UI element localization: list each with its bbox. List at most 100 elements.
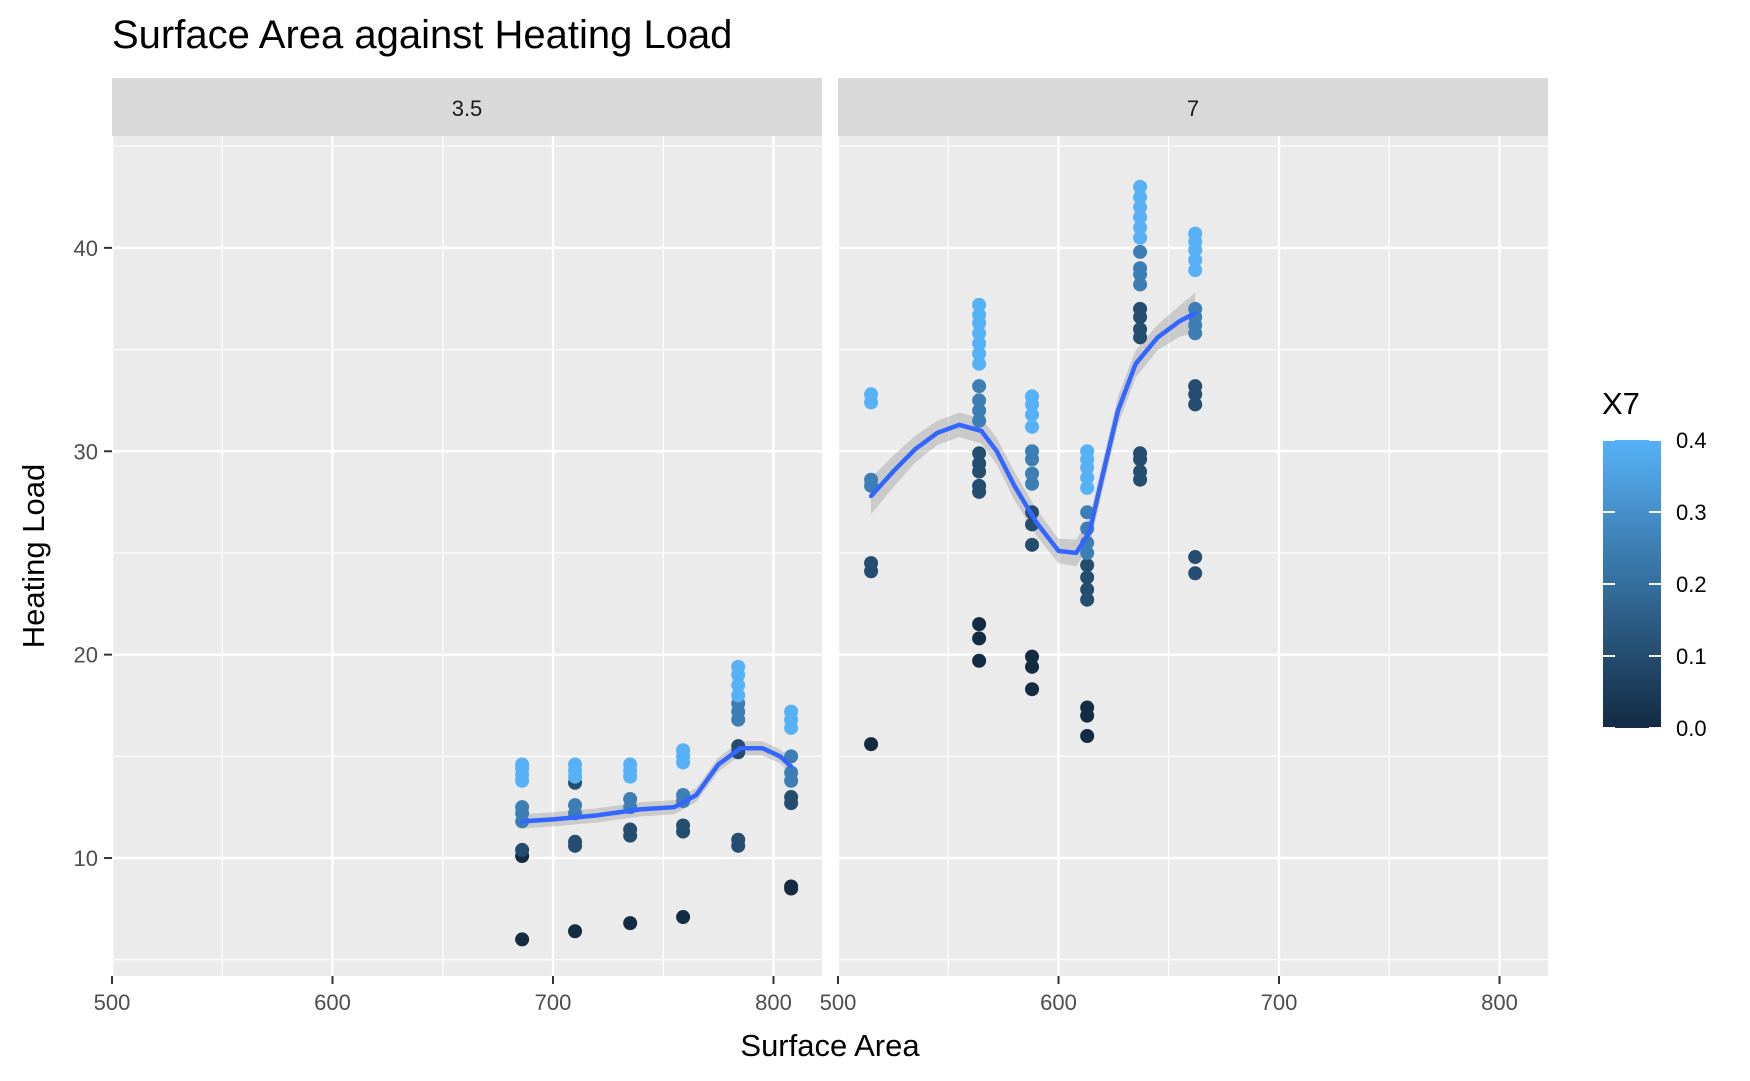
x-tick-label: 800: [1481, 990, 1518, 1015]
x-tick-label: 800: [755, 990, 792, 1015]
data-point: [972, 403, 987, 418]
data-point: [1188, 550, 1203, 565]
data-point: [1080, 700, 1095, 715]
data-point: [1133, 464, 1148, 479]
data-point: [972, 478, 987, 493]
data-point: [623, 916, 638, 931]
data-point: [1133, 446, 1148, 461]
gridlines: [836, 136, 1548, 976]
strip-label: 7: [1187, 96, 1199, 121]
data-point: [1133, 220, 1148, 235]
chart-title: Surface Area against Heating Load: [112, 13, 732, 57]
data-point: [972, 653, 987, 668]
data-point: [1080, 558, 1095, 573]
data-point: [864, 387, 879, 402]
data-point: [731, 688, 746, 703]
x-tick-label: 500: [820, 990, 857, 1015]
data-point: [568, 834, 583, 849]
data-point: [972, 413, 987, 428]
legend-title: X7: [1602, 386, 1640, 421]
data-point: [1025, 659, 1040, 674]
data-point: [1133, 261, 1148, 276]
data-point: [1133, 322, 1148, 337]
smooth-line-path: [519, 745, 794, 824]
data-point: [972, 336, 987, 351]
data-point: [676, 910, 691, 925]
data-point: [1025, 466, 1040, 481]
data-point: [731, 832, 746, 847]
x-tick-label: 700: [1261, 990, 1298, 1015]
data-point: [1133, 200, 1148, 215]
x-tick-label: 500: [94, 990, 131, 1015]
data-point: [1133, 301, 1148, 316]
data-point: [1025, 476, 1040, 491]
x-axis-title: Surface Area: [740, 1028, 920, 1063]
data-point: [972, 297, 987, 312]
data-point: [972, 446, 987, 461]
data-point: [1188, 566, 1203, 581]
data-point: [1133, 244, 1148, 259]
data-point: [1188, 253, 1203, 268]
legend-label: 0.1: [1676, 644, 1707, 669]
data-point: [784, 749, 799, 764]
x-tick-label: 700: [535, 990, 572, 1015]
data-point: [1188, 226, 1203, 241]
data-point: [1025, 419, 1040, 434]
color-legend: X7 0.0 0.1 0.2 0.3 0.4: [1602, 386, 1707, 741]
data-point: [1025, 537, 1040, 552]
y-tick-label: 10: [74, 846, 98, 871]
data-point: [972, 456, 987, 471]
data-point: [972, 393, 987, 408]
data-point: [731, 678, 746, 693]
data-point: [623, 792, 638, 807]
legend-ticks: 0.0 0.1 0.2 0.3 0.4: [1603, 428, 1707, 741]
data-point: [1080, 729, 1095, 743]
data-points: [515, 659, 799, 947]
data-point: [972, 307, 987, 322]
data-point: [1133, 210, 1148, 225]
y-axis-title: Heating Load: [16, 464, 51, 648]
strip-label: 3.5: [452, 96, 483, 121]
data-point: [568, 798, 583, 813]
data-point: [623, 757, 638, 772]
legend-label: 0.0: [1676, 716, 1707, 741]
data-point: [1080, 545, 1095, 560]
data-point: [1080, 470, 1095, 485]
y-tick-label: 20: [74, 643, 98, 668]
legend-label: 0.3: [1676, 500, 1707, 525]
data-point: [864, 737, 879, 752]
data-point: [1080, 505, 1095, 520]
data-point: [1025, 682, 1040, 697]
data-point: [1080, 582, 1095, 597]
data-point: [1133, 230, 1148, 245]
x-tick-label: 600: [314, 990, 351, 1015]
x-axis-panel-1: 500 600 700 800: [94, 976, 792, 1015]
data-point: [1188, 263, 1203, 278]
data-point: [1188, 397, 1203, 412]
data-point: [515, 757, 530, 772]
data-point: [1133, 179, 1148, 194]
gridlines: [110, 136, 822, 976]
legend-label: 0.2: [1676, 572, 1707, 597]
data-point: [1025, 649, 1040, 664]
y-tick-label: 30: [74, 439, 98, 464]
x-axis-panel-2: 500 600 700 800: [820, 976, 1518, 1015]
panel-7: 7: [836, 78, 1548, 976]
legend-label: 0.4: [1676, 428, 1707, 453]
data-point: [972, 356, 987, 371]
data-point: [972, 379, 987, 394]
data-point: [1133, 190, 1148, 205]
data-point: [1188, 379, 1203, 394]
data-point: [864, 472, 879, 487]
smooth-line-path: [868, 310, 1198, 556]
y-axis: 10 20 30 40: [74, 236, 112, 871]
data-point: [515, 932, 530, 947]
data-point: [1025, 407, 1040, 422]
strip-background: [112, 78, 822, 136]
smooth-line: [868, 310, 1198, 556]
data-point: [972, 346, 987, 361]
data-point: [864, 556, 879, 571]
data-point: [731, 659, 746, 674]
data-points: [864, 179, 1203, 752]
